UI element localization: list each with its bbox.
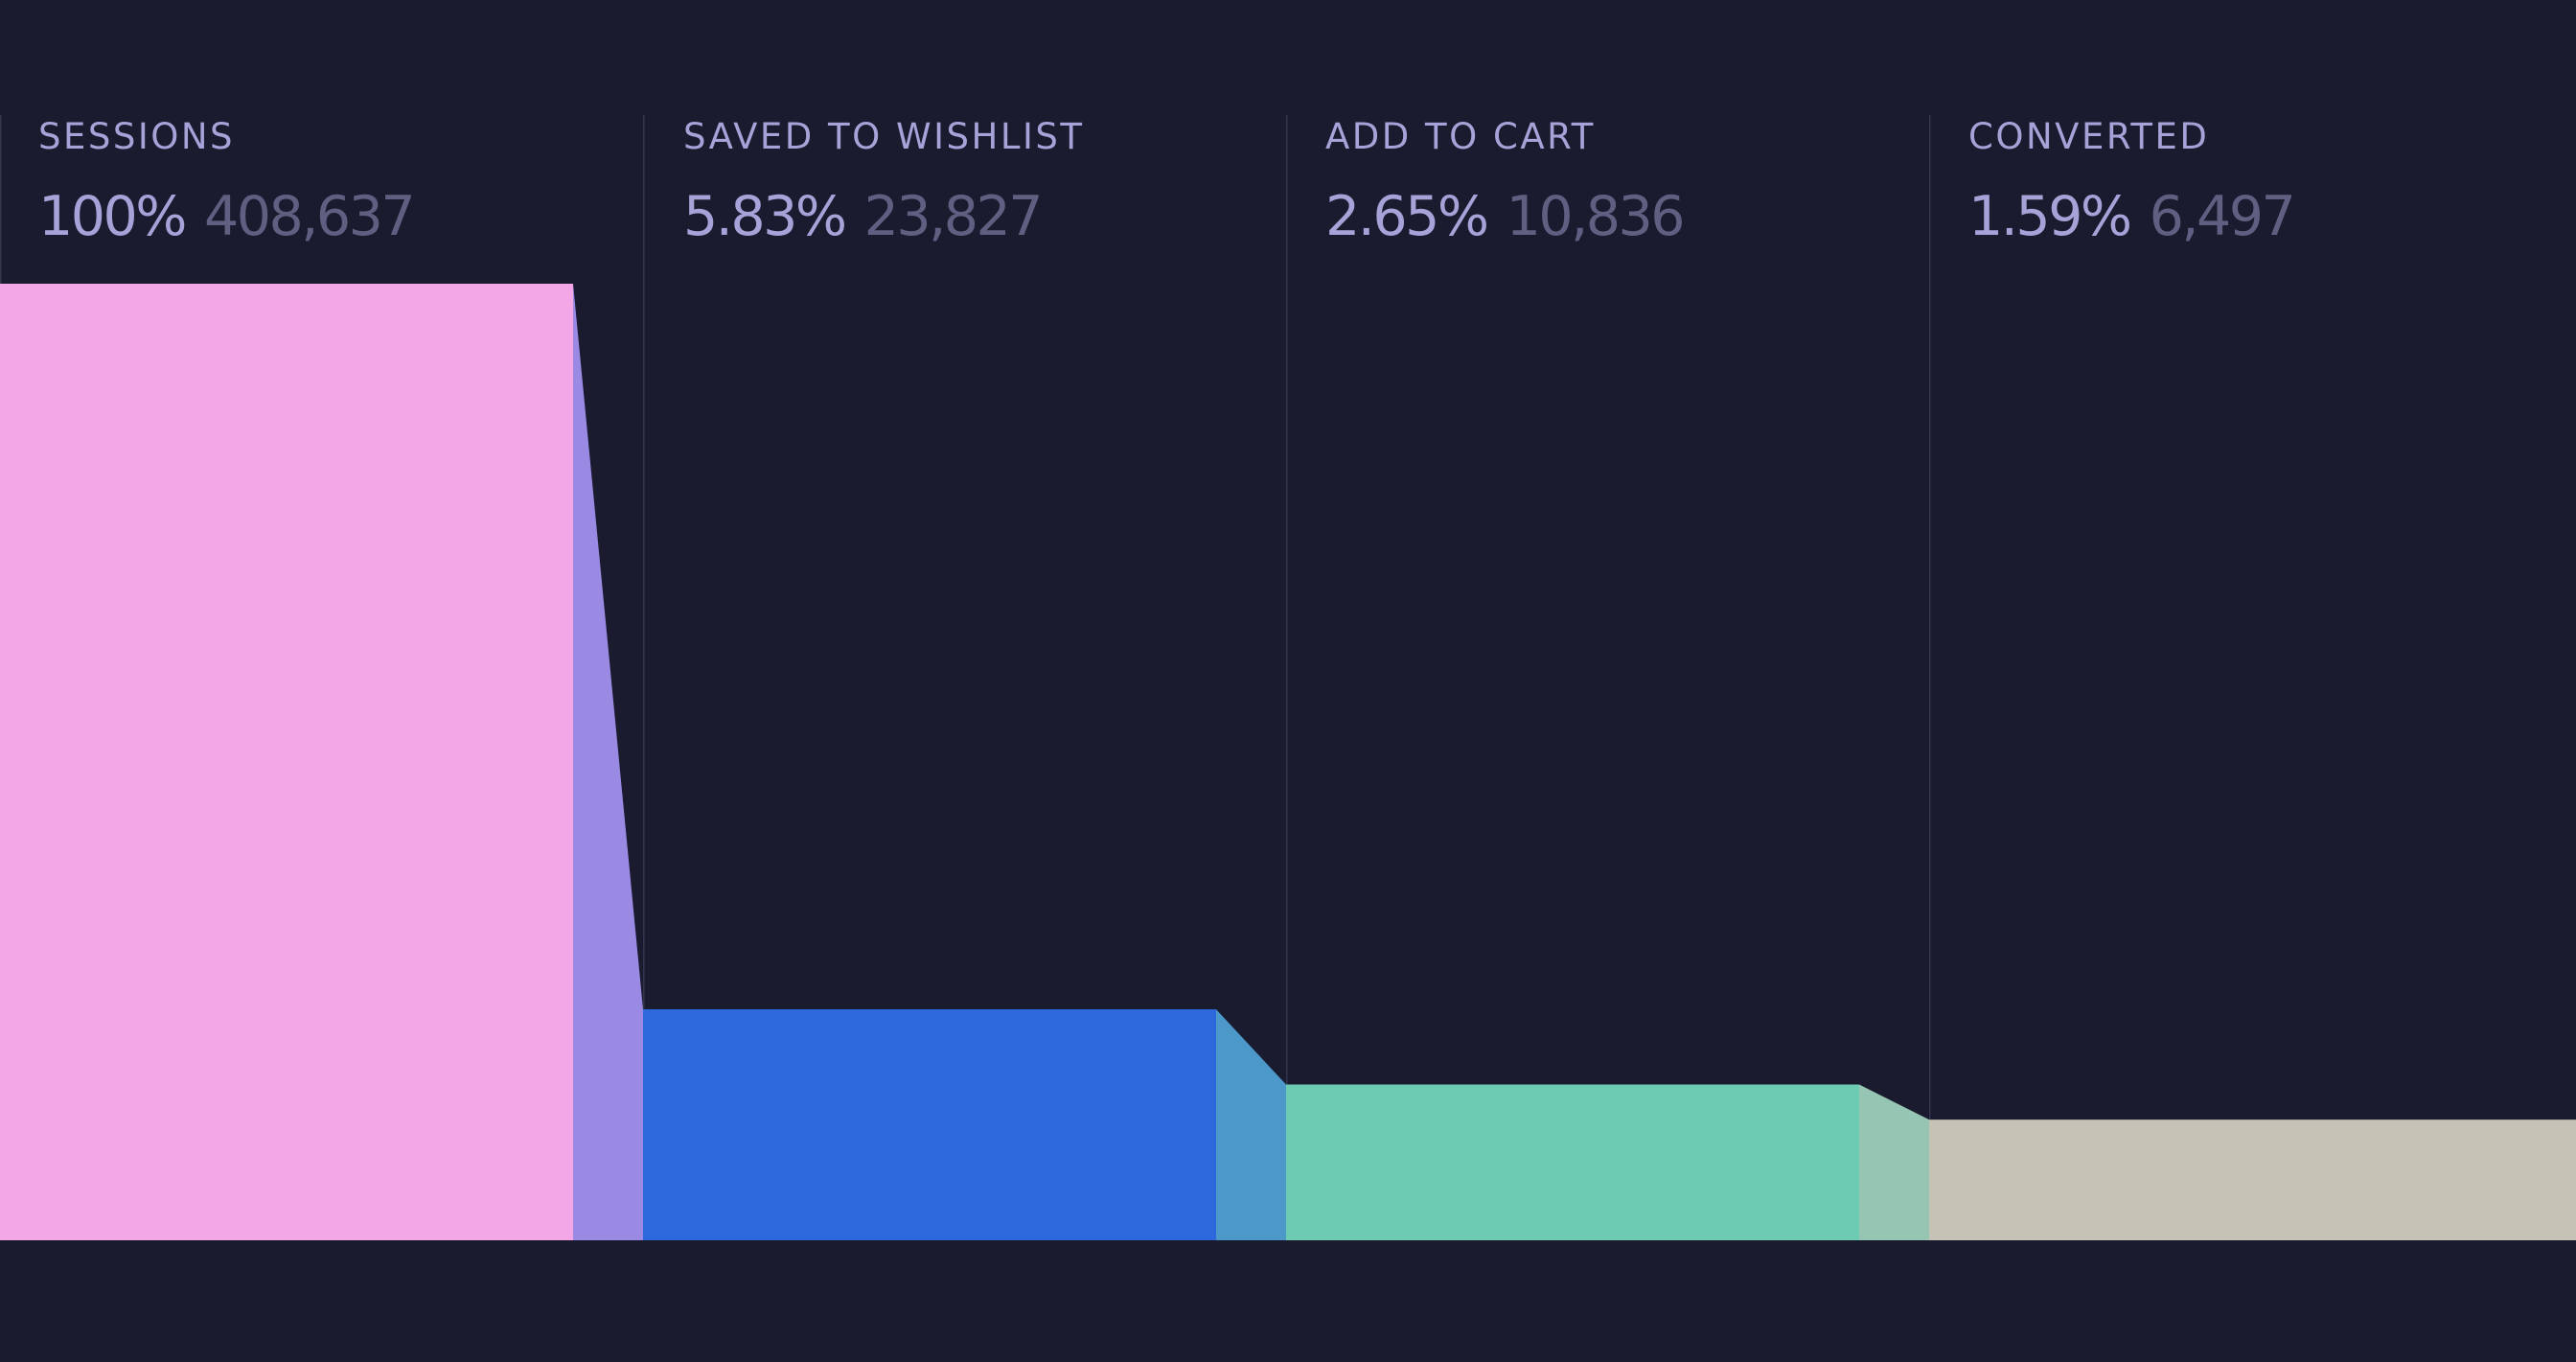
funnel-bar-saved-to-wishlist [643, 1009, 1216, 1240]
stage-header-converted: CONVERTED 1.59% 6,497 [1968, 113, 2563, 265]
stage-percent-sessions: 100% [38, 185, 187, 248]
stage-count-saved-to-wishlist: 23,827 [863, 185, 1044, 248]
stage-values-add-to-cart: 2.65% 10,836 [1325, 182, 1920, 265]
stage-values-converted: 1.59% 6,497 [1968, 182, 2563, 265]
stage-count-sessions: 408,637 [203, 185, 416, 248]
stage-percent-converted: 1.59% [1968, 185, 2132, 248]
stage-label-add-to-cart: ADD TO CART [1325, 116, 1596, 157]
funnel-connector-add-to-cart-to-converted [1859, 1084, 1929, 1240]
stage-percent-saved-to-wishlist: 5.83% [683, 185, 847, 248]
stage-header-add-to-cart: ADD TO CART 2.65% 10,836 [1325, 113, 1920, 265]
stage-label-saved-to-wishlist: SAVED TO WISHLIST [683, 116, 1085, 157]
stage-label-converted: CONVERTED [1968, 116, 2210, 157]
funnel-bar-converted [1929, 1120, 2576, 1240]
stage-header-saved-to-wishlist: SAVED TO WISHLIST 5.83% 23,827 [683, 113, 1277, 265]
funnel-bar-sessions [0, 284, 573, 1240]
stage-count-add-to-cart: 10,836 [1506, 185, 1686, 248]
stage-header-sessions: SESSIONS 100% 408,637 [38, 113, 632, 265]
funnel-bar-add-to-cart [1286, 1084, 1859, 1240]
stage-values-sessions: 100% 408,637 [38, 182, 632, 265]
funnel-connector-saved-to-wishlist-to-add-to-cart [1216, 1009, 1286, 1240]
stage-values-saved-to-wishlist: 5.83% 23,827 [683, 182, 1277, 265]
funnel-connector-sessions-to-saved-to-wishlist [573, 284, 643, 1240]
stage-count-converted: 6,497 [2149, 185, 2296, 248]
stage-percent-add-to-cart: 2.65% [1325, 185, 1489, 248]
stage-label-sessions: SESSIONS [38, 116, 236, 157]
